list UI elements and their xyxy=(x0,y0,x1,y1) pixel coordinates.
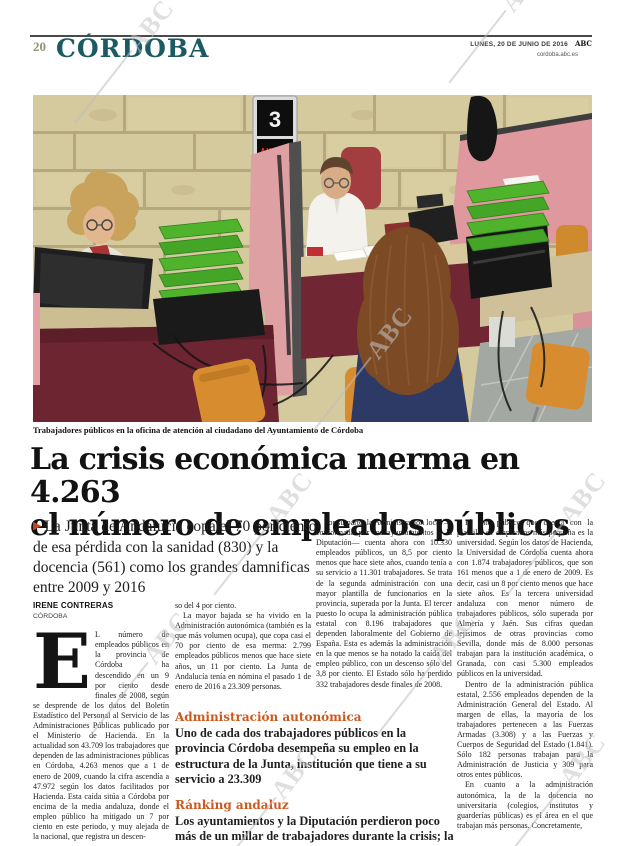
left-partition-sliver xyxy=(33,293,40,385)
watermark-text: ABC xyxy=(495,0,554,18)
citizen-woman xyxy=(345,227,469,422)
byline: IRENE CONTRERAS CÓRDOBA xyxy=(33,601,169,622)
brand-logo: ABC xyxy=(574,39,592,48)
office-photo-svg: 3 AVISA xyxy=(33,95,592,422)
office-photo: 3 AVISA xyxy=(33,95,592,422)
headline-line1: La crisis económica merma en 4.263 xyxy=(30,442,520,510)
keybox-text-2: Los ayuntamientos y la Diputación perdie… xyxy=(175,814,454,846)
site-url: cordoba.abc.es xyxy=(536,52,578,58)
paragraph: La mayor bajada se ha vivido en la Admin… xyxy=(175,611,311,691)
section-title: CÓRDOBA xyxy=(56,34,210,63)
red-chair xyxy=(341,147,381,209)
paragraph: Dentro de la administración pública esta… xyxy=(457,679,593,780)
keybox-title-2: Ránking andaluz xyxy=(175,798,289,813)
green-trays-right xyxy=(466,175,550,252)
body-column-4: El ente público que cuenta con la planti… xyxy=(457,518,593,840)
subhead: ▶ La Junta de Andalucía copa el 70 por ci… xyxy=(33,517,319,598)
date-text: LUNES, 20 DE JUNIO DE 2016 xyxy=(470,41,568,48)
paragraph: El ente público que cuenta con la planti… xyxy=(457,518,593,679)
body-column-3: Por su parte, la Administración local —c… xyxy=(316,518,452,706)
orange-chair-back-right xyxy=(525,342,590,422)
ticket-number: 3 xyxy=(269,107,281,132)
green-trays-left xyxy=(153,218,265,345)
subhead-text: La Junta de Andalucía copa el 70 por cie… xyxy=(33,518,317,596)
key-facts-box: Administración autonómica Uno de cada do… xyxy=(175,710,457,846)
body-column-2: so del 4 por ciento. La mayor bajada se … xyxy=(175,601,311,705)
keybox-title-1: Administración autonómica xyxy=(175,710,362,724)
drop-cap: E xyxy=(33,617,91,707)
byline-place: CÓRDOBA xyxy=(33,613,68,621)
paragraph: En cuanto a la administración autonómica… xyxy=(457,780,593,830)
page-number: 20 xyxy=(33,39,46,54)
orange-chair-left xyxy=(192,358,266,422)
dateline: LUNES, 20 DE JUNIO DE 2016 ABC cordoba.ab… xyxy=(470,38,592,59)
hanging-coat xyxy=(467,95,498,162)
keybox-text-1: Uno de cada dos trabajadores públicos en… xyxy=(175,726,427,786)
headline-line2: el número de empleados públicos xyxy=(30,508,570,543)
top-rule xyxy=(30,35,592,37)
subhead-arrow-icon: ▶ xyxy=(33,520,42,532)
photo-caption: Trabajadores públicos en la oficina de a… xyxy=(33,425,364,435)
paragraph: Por su parte, la Administración local —c… xyxy=(316,518,452,689)
paragraph: so del 4 por ciento. xyxy=(175,601,237,610)
byline-author: IRENE CONTRERAS xyxy=(33,601,114,610)
headline: La crisis económica merma en 4.263 el nú… xyxy=(30,443,594,542)
